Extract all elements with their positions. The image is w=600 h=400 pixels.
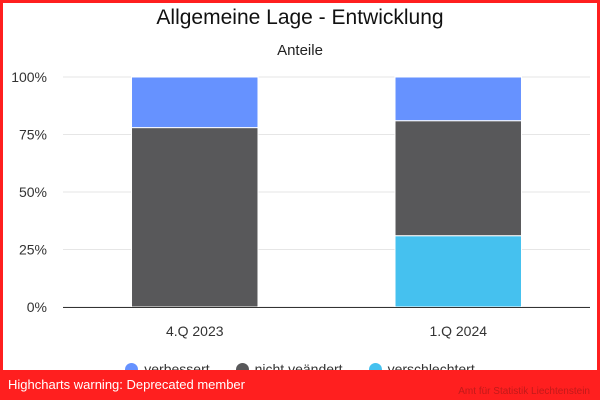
y-tick-label: 100% <box>11 69 47 85</box>
x-tick-label: 1.Q 2024 <box>429 323 487 339</box>
bar-segment <box>131 76 259 129</box>
credits-link[interactable]: Amt für Statistik Liechtenstein <box>458 386 590 397</box>
y-tick-label: 0% <box>27 299 47 315</box>
warning-banner[interactable]: Highcharts warning: Deprecated member <box>0 370 600 400</box>
x-tick-label: 4.Q 2023 <box>166 323 224 339</box>
bar-segment <box>131 127 259 308</box>
bar-segment <box>394 76 522 122</box>
bar-segment <box>394 235 522 308</box>
chart-title: Allgemeine Lage - Entwicklung <box>156 6 444 29</box>
chart-subtitle: Anteile <box>277 42 323 59</box>
y-tick-label: 75% <box>19 127 47 143</box>
y-tick-label: 25% <box>19 242 47 258</box>
y-tick-label: 50% <box>19 184 47 200</box>
bar-segment <box>394 120 522 237</box>
